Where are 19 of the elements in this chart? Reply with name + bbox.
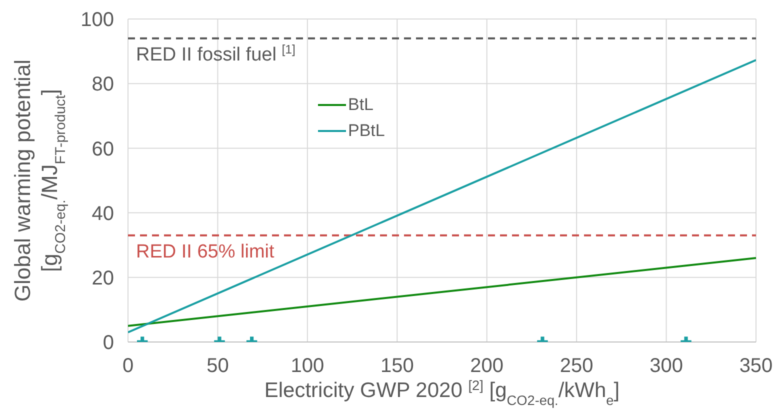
y-tick-label: 80: [92, 74, 114, 96]
x-tick-label: 100: [290, 355, 324, 378]
ref-line-label: RED II 65% limit: [136, 241, 276, 262]
ref-line-label: RED II fossil fuel $^{[1]}$: [136, 42, 296, 66]
x-tick-label: 350: [739, 355, 773, 378]
x-tick-label: 250: [560, 355, 594, 378]
y-tick-label: 20: [92, 268, 114, 290]
x-tick-label: 300: [650, 355, 683, 378]
y-tick-label: 60: [92, 138, 114, 160]
x-axis-title: Electricity GWP 2020 $^{[2]}$ [g$_{CO2-eq.}$/kWh$_{e}$]: [264, 378, 620, 408]
x-tick-label: 0: [122, 355, 134, 378]
legend-label: BtL: [348, 95, 374, 115]
x-tick-label: 200: [470, 355, 504, 378]
y-tick-label: 0: [102, 332, 114, 354]
y-tick-label: 40: [92, 202, 114, 225]
legend-label: PBtL: [348, 121, 385, 141]
x-tick-label: 150: [380, 355, 414, 378]
y-tick-label: 100: [80, 9, 114, 32]
x-tick-label: 50: [206, 355, 229, 378]
